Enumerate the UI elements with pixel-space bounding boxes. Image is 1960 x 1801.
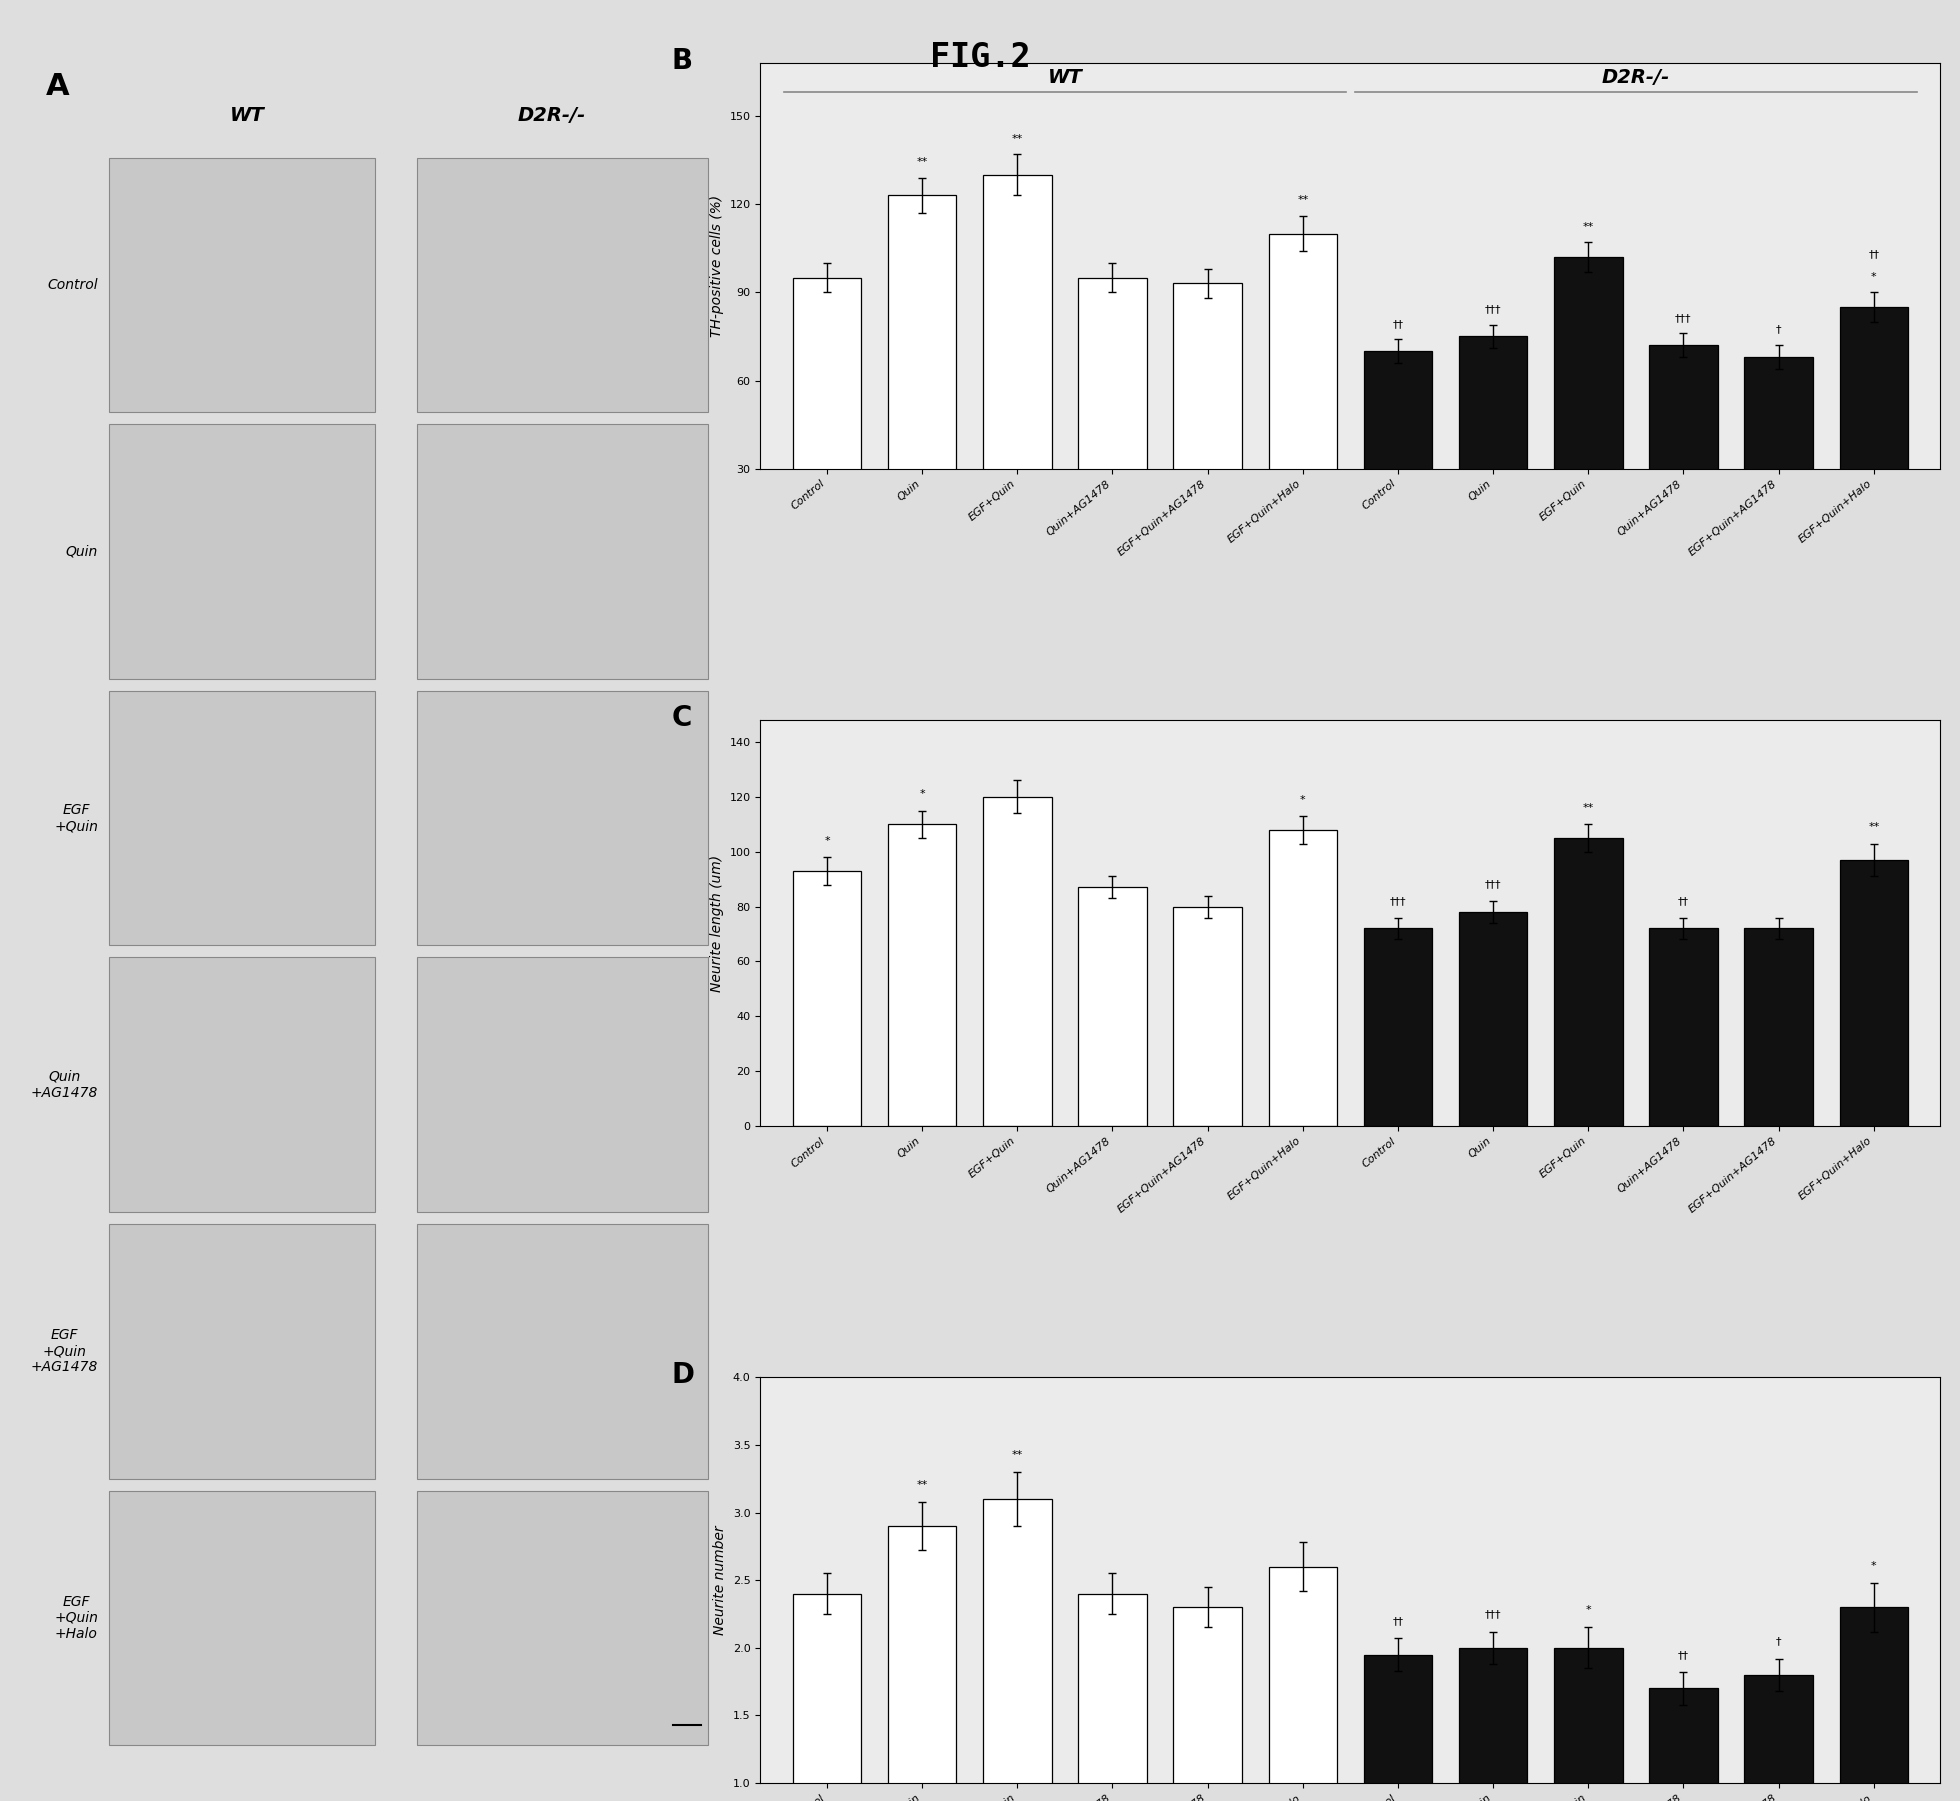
Y-axis label: Neurite number: Neurite number [713,1525,727,1635]
Bar [1648,929,1717,1126]
Bar [417,158,708,412]
Bar [108,425,374,679]
Bar [1458,1648,1527,1801]
Text: EGF
+Quin: EGF +Quin [55,803,98,834]
Bar [1268,234,1337,557]
Bar [984,1498,1053,1801]
Text: †: † [1776,324,1782,335]
Text: **: ** [917,157,927,167]
Bar [1458,337,1527,557]
Bar [792,277,860,557]
Bar [984,175,1053,557]
Text: †††: ††† [1390,897,1405,906]
Bar [1554,1648,1623,1801]
Text: **: ** [1011,1450,1023,1461]
Bar [888,195,956,557]
Text: †††: ††† [1486,1610,1501,1619]
Bar [1744,1675,1813,1801]
Bar [1648,1688,1717,1801]
Text: A: A [47,72,71,101]
Text: **: ** [1298,195,1309,205]
Bar [1078,888,1147,1126]
Bar [1364,351,1433,557]
Bar [888,825,956,1126]
Y-axis label: TH-positive cells (%): TH-positive cells (%) [710,195,723,337]
Bar [108,958,374,1212]
Text: EGF
+Quin
+AG1478: EGF +Quin +AG1478 [31,1327,98,1374]
Text: **: ** [1868,821,1880,832]
Text: B: B [672,47,694,76]
Text: WT: WT [229,106,265,124]
Bar [1268,830,1337,1126]
Text: ††: †† [1868,249,1880,259]
Text: ††: †† [1392,319,1403,330]
Bar [417,958,708,1212]
Text: C: C [672,704,692,731]
Text: *: * [1299,794,1305,805]
Bar [108,1225,374,1479]
Bar [1174,1606,1243,1801]
Bar [108,158,374,412]
Text: †: † [1776,1637,1782,1646]
Text: †††: ††† [1486,879,1501,890]
Text: **: ** [1582,222,1593,232]
Bar [984,796,1053,1126]
Bar [1554,258,1623,557]
Bar [1078,1594,1147,1801]
Text: ††: †† [1678,1650,1690,1661]
Bar [1840,859,1907,1126]
Bar [417,1491,708,1745]
Bar [1174,283,1243,557]
Bar [1364,1655,1433,1801]
Bar [417,692,708,946]
Text: EGF
+Quin
+Halo: EGF +Quin +Halo [55,1594,98,1641]
Bar [1554,837,1623,1126]
Text: **: ** [1582,803,1593,812]
Bar [792,872,860,1126]
Text: **: ** [917,1480,927,1489]
Text: Control: Control [47,277,98,292]
Text: D2R-/-: D2R-/- [1601,68,1670,86]
Text: WT: WT [1047,68,1082,86]
Bar [108,1491,374,1745]
Text: Quin: Quin [67,544,98,558]
Bar [108,692,374,946]
Text: D: D [672,1362,696,1389]
Text: D2R-/-: D2R-/- [517,106,586,124]
Bar [1744,357,1813,557]
Text: FIG.2: FIG.2 [929,41,1031,74]
Bar [888,1525,956,1801]
Bar [1840,306,1907,557]
Bar [417,425,708,679]
Bar [1364,929,1433,1126]
Bar [417,1225,708,1479]
Bar [1744,929,1813,1126]
Text: ††: †† [1392,1615,1403,1626]
Text: *: * [919,789,925,800]
Text: *: * [1872,272,1876,281]
Text: †††: ††† [1676,313,1691,322]
Bar [1648,346,1717,557]
Text: *: * [1872,1561,1876,1570]
Text: *: * [823,836,829,846]
Bar [792,1594,860,1801]
Bar [1174,906,1243,1126]
Text: *: * [1586,1605,1592,1615]
Bar [1268,1567,1337,1801]
Text: Quin
+AG1478: Quin +AG1478 [31,1070,98,1100]
Text: **: ** [1011,133,1023,144]
Text: †††: ††† [1486,304,1501,313]
Y-axis label: Neurite length (um): Neurite length (um) [710,854,723,992]
Bar [1458,911,1527,1126]
Bar [1078,277,1147,557]
Text: ††: †† [1678,897,1690,906]
Bar [1840,1606,1907,1801]
